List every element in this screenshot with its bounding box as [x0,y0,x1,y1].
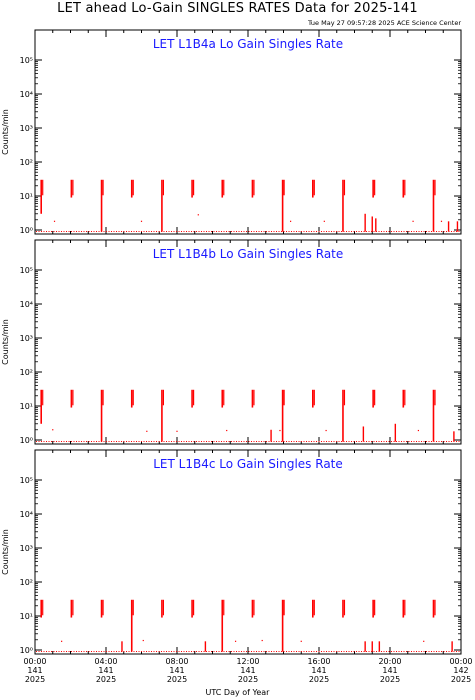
x-tick-label: 00:00 [23,657,46,666]
data-point [53,220,56,222]
x-tick-label: 141 [382,666,397,675]
y-tick-label: 10⁵ [20,476,33,485]
data-point [234,640,237,642]
y-tick-label: 10³ [20,124,33,133]
data-point [146,430,148,432]
y-axis-label: Counts/min [1,109,10,155]
panel-title: LET L1B4a Lo Gain Singles Rate [153,37,343,51]
x-tick-label: 04:00 [94,657,117,666]
data-point [440,220,443,222]
data-point [176,430,178,432]
panel-title: LET L1B4c Lo Gain Singles Rate [153,457,343,471]
x-tick-label: 141 [98,666,113,675]
data-point [140,220,143,222]
panel-title: LET L1B4b Lo Gain Singles Rate [153,247,344,261]
x-tick-label: 00:00 [449,657,472,666]
y-tick-label: 10⁰ [20,226,33,235]
y-tick-label: 10¹ [20,192,33,201]
y-axis-label: Counts/min [1,319,10,365]
data-point [290,220,292,222]
x-tick-label: 2025 [380,675,400,684]
y-tick-label: 10¹ [20,612,33,621]
x-tick-label: 141 [27,666,42,675]
data-point [197,214,199,216]
data-layer [36,599,460,653]
y-tick-label: 10⁰ [20,646,33,655]
x-tick-label: 2025 [25,675,45,684]
x-tick-label: 2025 [96,675,116,684]
data-point [261,639,263,642]
data-point [226,429,228,432]
x-tick-label: 2025 [451,675,471,684]
data-point [52,429,54,431]
x-axis-label: UTC Day of Year [205,688,270,697]
data-point [300,640,302,642]
x-tick-label: 2025 [167,675,187,684]
x-tick-label: 141 [169,666,184,675]
y-axis-label: Counts/min [1,529,10,575]
data-point [325,429,327,432]
data-layer [36,389,460,443]
data-layer [36,179,460,233]
panel-frame [34,29,462,235]
data-point [423,640,425,642]
page-title: LET ahead Lo-Gain SINGLES RATES Data for… [57,1,418,16]
x-tick-label: 12:00 [236,657,259,666]
y-tick-label: 10⁵ [20,266,33,275]
x-tick-label: 141 [311,666,326,675]
panel-frame [34,449,462,655]
x-tick-label: 141 [240,666,255,675]
y-tick-label: 10⁰ [20,436,33,445]
y-tick-label: 10² [20,368,33,377]
y-tick-label: 10¹ [20,402,33,411]
x-tick-label: 2025 [309,675,329,684]
x-tick-label: 142 [453,666,468,675]
data-point [323,220,325,222]
y-tick-label: 10³ [20,334,33,343]
y-tick-label: 10² [20,158,33,167]
panel-frame [34,239,462,445]
x-tick-label: 20:00 [378,657,401,666]
data-point [417,429,419,432]
y-tick-label: 10⁴ [20,90,33,99]
y-tick-label: 10² [20,578,33,587]
panel-3: 10⁰ 10¹ 10² 10³ 10⁴ 10⁵ Counts/min LET L1B4c Lo… [1,449,462,655]
y-tick-label: 10⁴ [20,510,33,519]
data-point [61,640,63,642]
timestamp: Tue May 27 09:57:28 2025 ACE Science Cen… [307,19,461,27]
x-tick-label: 08:00 [165,657,188,666]
x-tick-label: 2025 [238,675,258,684]
data-point [279,429,281,432]
y-tick-label: 10⁵ [20,56,33,65]
panel-1: 10⁰ 10¹ 10² 10³ 10⁴ 10⁵ Counts/min LET L1B4a Lo… [1,29,462,235]
y-tick-label: 10³ [20,544,33,553]
panel-2: 10⁰ 10¹ 10² 10³ 10⁴ 10⁵ Counts/min LET L1B4b Lo… [1,239,462,445]
data-point [412,220,414,222]
y-tick-label: 10⁴ [20,300,33,309]
data-point [142,639,144,642]
x-tick-label: 16:00 [307,657,330,666]
